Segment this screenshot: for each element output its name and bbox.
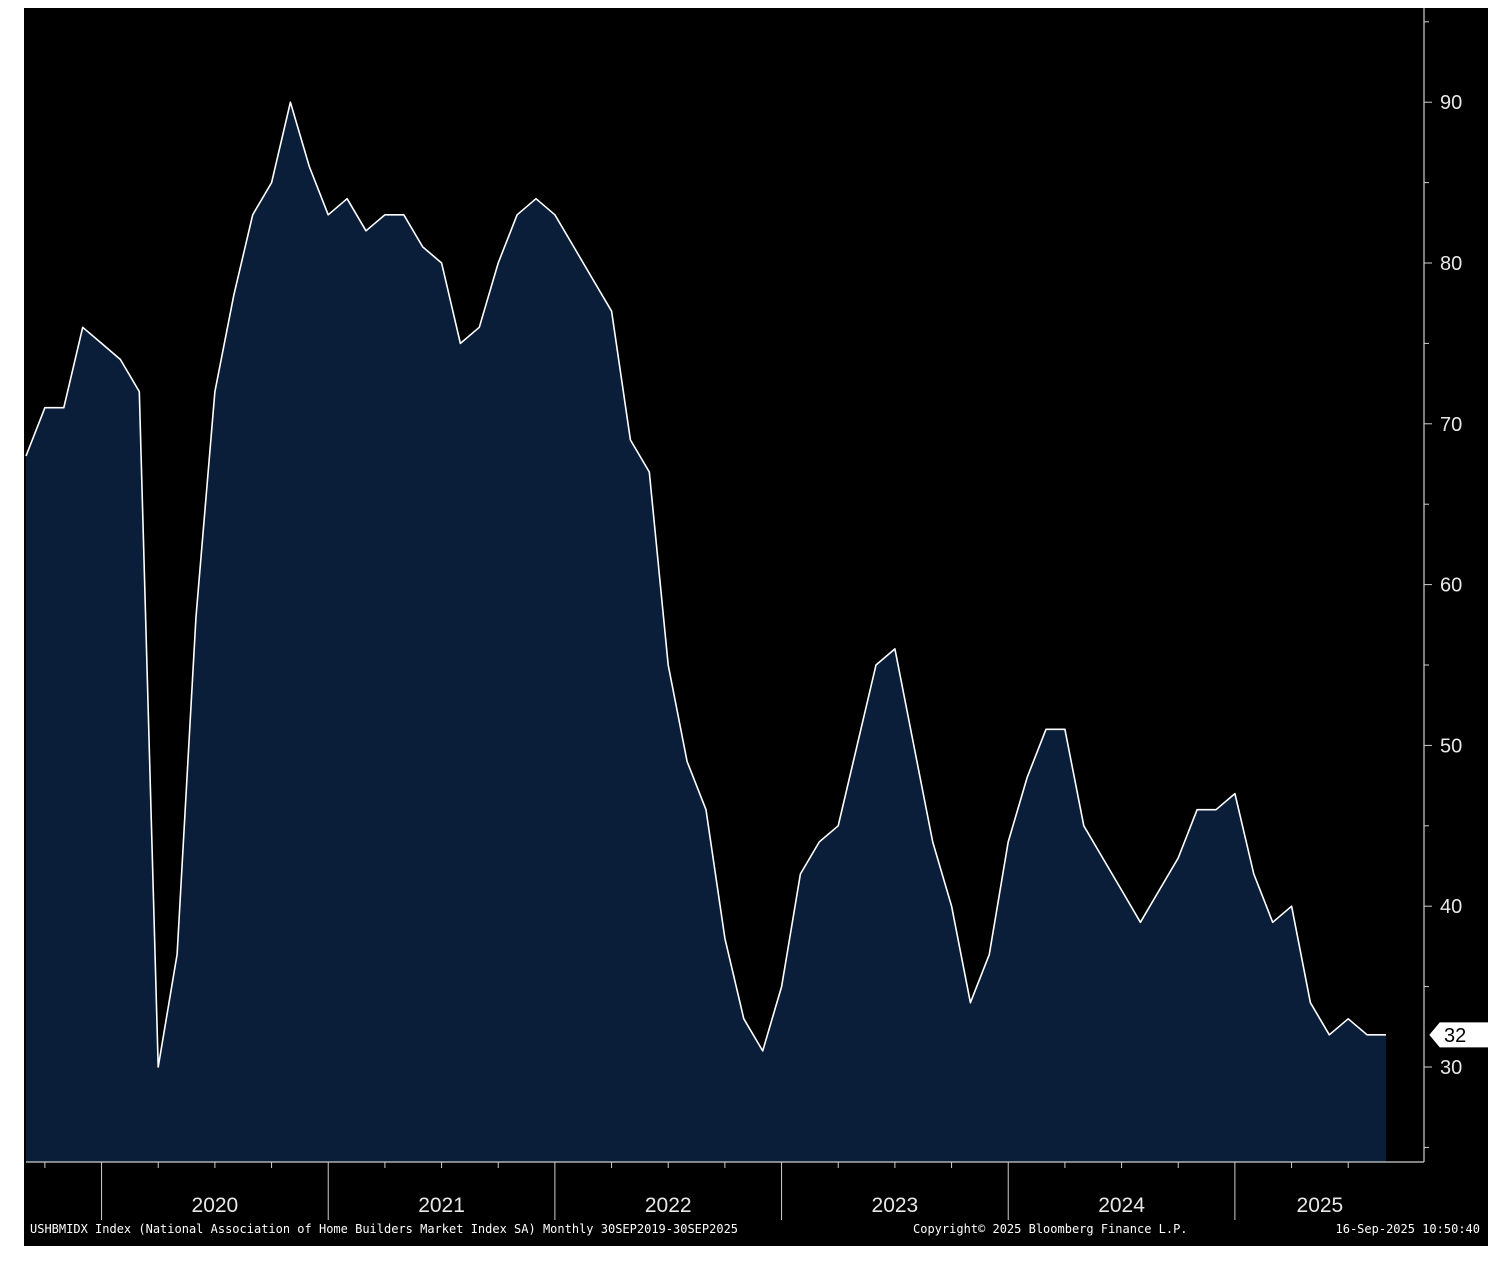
copyright-notice: Copyright© 2025 Bloomberg Finance L.P.	[913, 1222, 1188, 1236]
x-year-label: 2024	[1098, 1194, 1145, 1217]
last-value-marker: 32	[1429, 1022, 1489, 1048]
y-tick-label: 90	[1440, 92, 1462, 114]
x-year-label: 2021	[418, 1194, 465, 1217]
x-year-label: 2023	[872, 1194, 919, 1217]
last-value-badge	[1429, 1022, 1489, 1048]
y-tick-label: 50	[1440, 735, 1462, 757]
timestamp: 16-Sep-2025 10:50:40	[1335, 1222, 1481, 1236]
x-year-label: 2025	[1297, 1194, 1344, 1217]
y-tick-label: 40	[1440, 896, 1462, 918]
y-axis-ticks: 30 40 50 60 70 80 90	[1424, 21, 1462, 1148]
x-year-label: 2020	[192, 1194, 239, 1217]
y-tick-label: 70	[1440, 414, 1462, 436]
y-tick-label: 80	[1440, 253, 1462, 275]
chart-description: USHBMIDX Index (National Association of …	[30, 1222, 739, 1236]
area-series	[25, 101, 1387, 1163]
area-fill	[26, 102, 1386, 1163]
x-axis-ticks: 2020 2021 2022 2023 2024 2025	[44, 1162, 1349, 1220]
y-tick-label: 30	[1440, 1057, 1462, 1079]
y-tick-label: 60	[1440, 575, 1462, 597]
last-value-label: 32	[1444, 1025, 1466, 1047]
x-year-label: 2022	[645, 1194, 692, 1217]
